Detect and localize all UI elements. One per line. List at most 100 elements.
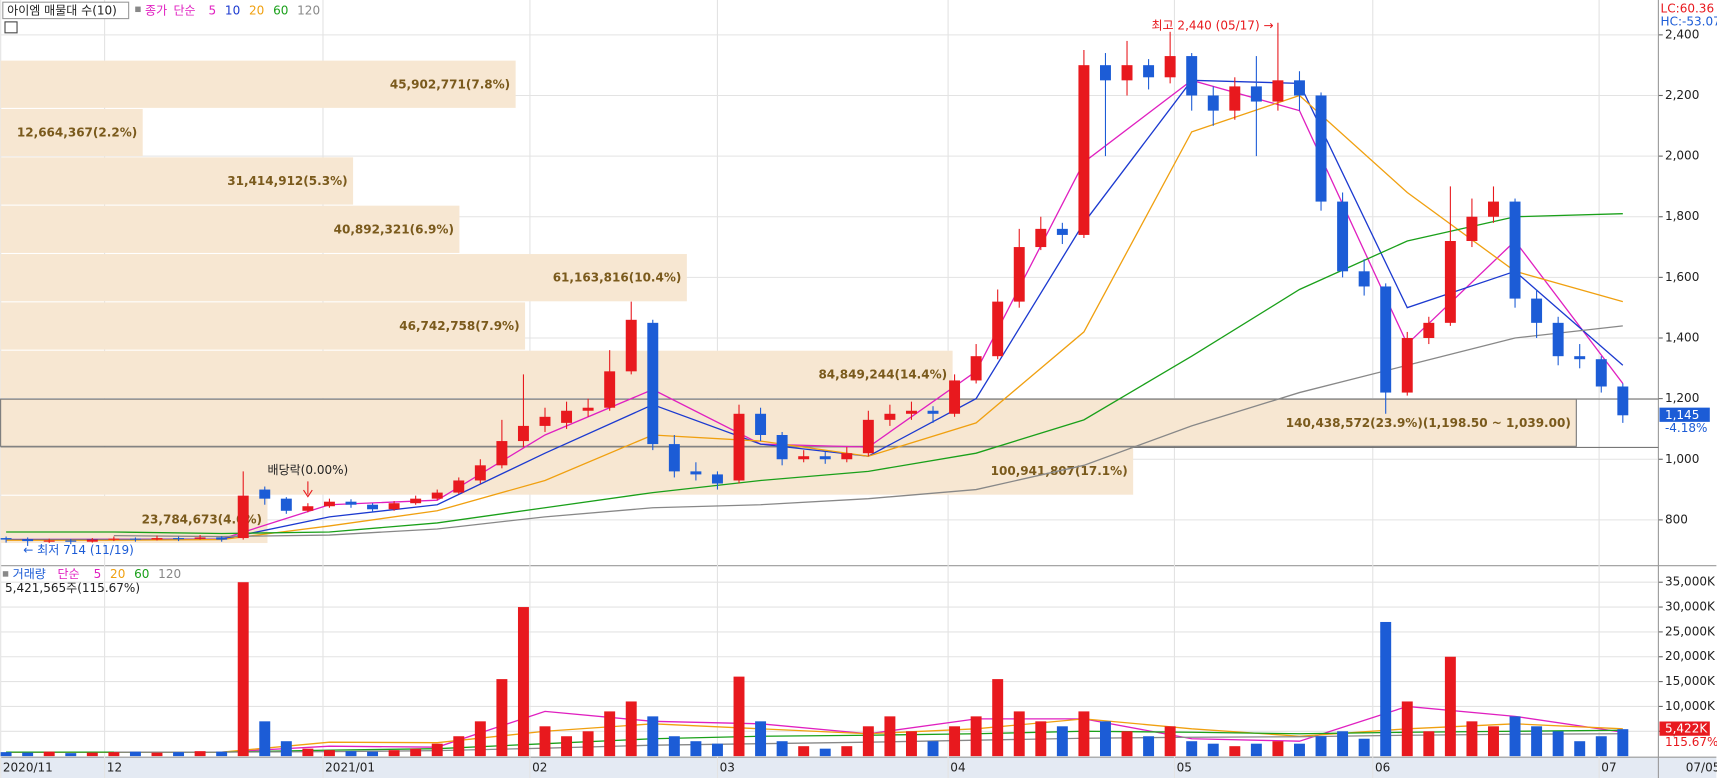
y-tick-label: 15,000K xyxy=(1665,674,1716,688)
ex-div-annotation: 배당락(0.00%) xyxy=(268,463,349,477)
volume-bar xyxy=(1358,738,1370,757)
profile-label: 45,902,771(7.8%) xyxy=(390,77,510,91)
volume-bar xyxy=(927,741,939,757)
profile-bar xyxy=(0,254,687,302)
volume-bar xyxy=(1121,731,1133,757)
table-icon[interactable] xyxy=(4,21,18,34)
candle-body xyxy=(625,319,637,372)
volume-bar xyxy=(367,751,379,757)
candle-body xyxy=(949,380,961,414)
candle-body xyxy=(388,503,400,510)
candle-body xyxy=(755,413,767,436)
y-tick-label: 2,400 xyxy=(1665,27,1699,41)
profile-label: 84,849,244(14.4%) xyxy=(818,367,947,381)
candle-body xyxy=(1552,322,1564,357)
candle-body xyxy=(65,540,77,542)
profile-bar xyxy=(0,157,354,205)
legend-item: 5 xyxy=(209,3,217,17)
volume-bar xyxy=(129,751,141,757)
ma-line xyxy=(6,79,1624,541)
last-volume-ratio: 115.67% xyxy=(1665,735,1717,749)
last-price-box xyxy=(1659,407,1710,422)
profile-label: 140,438,572(23.9%)(1,198.50 ~ 1,039.00) xyxy=(1286,416,1571,430)
last-price-label: 1,145 xyxy=(1665,408,1699,422)
candle-body xyxy=(517,425,529,442)
candle-body xyxy=(1250,86,1262,102)
y-tick-label: 1,600 xyxy=(1665,270,1699,284)
volume-bar xyxy=(1164,726,1176,757)
profile-bar xyxy=(0,350,953,398)
candle-body xyxy=(927,410,939,414)
candle-body xyxy=(1466,216,1478,241)
indicator-box[interactable] xyxy=(2,1,130,20)
volume-bar xyxy=(992,679,1004,757)
candle-body xyxy=(1574,356,1586,360)
volume-bar xyxy=(323,750,335,757)
volume-bar xyxy=(345,751,357,757)
y-tick-label: 20,000K xyxy=(1665,649,1716,663)
candle-body xyxy=(1337,201,1349,272)
profile-label: 40,892,321(6.9%) xyxy=(334,222,454,236)
legend-square xyxy=(2,571,9,577)
volume-ma-method: 단순 xyxy=(58,567,80,581)
profile-bar xyxy=(0,108,143,157)
volume-bar xyxy=(0,752,12,757)
indicator-title: 아이엠 매물대 수(10) xyxy=(7,3,117,17)
volume-bar xyxy=(647,716,659,757)
candle-body xyxy=(1056,228,1068,235)
candle-body xyxy=(431,492,443,499)
candle-body xyxy=(410,498,422,504)
x-last-date: 07/05 xyxy=(1686,761,1717,775)
volume-bar xyxy=(819,748,831,757)
volume-bar xyxy=(86,752,98,757)
profile-bar xyxy=(0,398,1577,447)
volume-bar xyxy=(1013,711,1025,757)
volume-bar xyxy=(582,731,594,757)
candle-body xyxy=(237,495,249,539)
candle-body xyxy=(647,322,659,445)
volume-bar xyxy=(884,716,896,757)
candle-body xyxy=(1531,298,1543,323)
candle-body xyxy=(992,301,1004,357)
volume-bar xyxy=(65,753,77,757)
candle-body xyxy=(1294,80,1305,96)
candle-body xyxy=(1380,286,1392,393)
volume-bar xyxy=(1315,736,1327,757)
volume-bar xyxy=(1035,721,1047,757)
volume-bar xyxy=(539,726,551,757)
volume-bar xyxy=(1531,726,1543,757)
y-tick-label: 25,000K xyxy=(1665,624,1716,638)
last-volume-box xyxy=(1659,721,1710,736)
candle-body xyxy=(582,407,594,411)
high-annotation: 최고 2,440 (05/17) → xyxy=(1151,19,1273,33)
legend-square xyxy=(135,6,141,13)
x-tick-label: 2021/01 xyxy=(325,761,375,775)
y-tick-label: 2,200 xyxy=(1665,88,1699,102)
profile-bar xyxy=(0,302,526,350)
volume-bar xyxy=(259,721,271,757)
y-tick-label: 1,400 xyxy=(1665,330,1699,344)
candle-body xyxy=(345,501,357,505)
candle-body xyxy=(1207,95,1219,111)
candle-body xyxy=(216,537,228,540)
volume-bar xyxy=(108,752,120,757)
volume-bar xyxy=(194,751,206,757)
volume-bar xyxy=(410,748,422,757)
ma-line xyxy=(6,729,1623,753)
volume-title: 거래량 xyxy=(13,567,46,581)
volume-bar xyxy=(1143,736,1155,757)
profile-label: 12,664,367(2.2%) xyxy=(17,126,137,140)
candle-body xyxy=(1035,228,1047,248)
profile-label: 46,742,758(7.9%) xyxy=(399,319,519,333)
volume-bar xyxy=(22,752,34,757)
price-basis: 종가 xyxy=(145,3,167,17)
volume-bar xyxy=(1466,721,1478,757)
candle-body xyxy=(173,538,185,540)
candle-body xyxy=(1186,56,1198,96)
profile-bar xyxy=(0,60,516,108)
candle-body xyxy=(776,435,788,460)
volume-bar xyxy=(1617,729,1629,757)
x-tick-label: 07 xyxy=(1601,761,1616,775)
ex-div-arrow xyxy=(303,481,313,498)
volume-bar xyxy=(1078,711,1090,757)
